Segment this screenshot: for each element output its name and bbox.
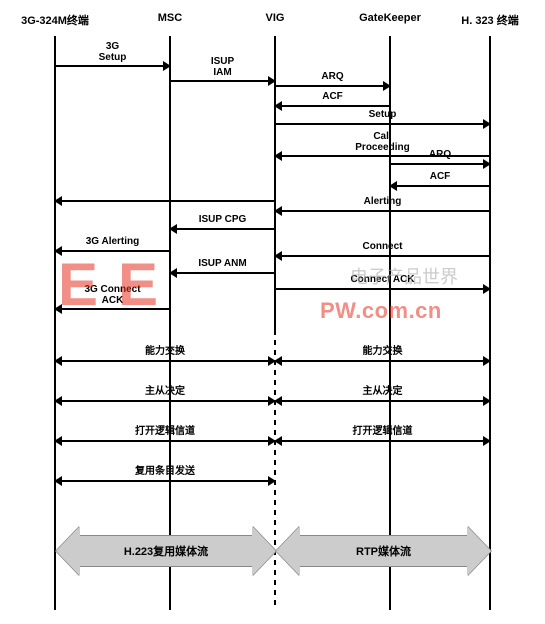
actor-label-a0: 3G-324M终端 [21, 12, 89, 28]
message-line-17 [275, 360, 490, 362]
media-arrow-0: H.223复用媒体流 [79, 535, 253, 567]
message-line-2 [275, 85, 390, 87]
message-line-22 [55, 480, 275, 482]
message-label-13: ISUP ANM [198, 258, 246, 269]
message-label-21: 打开逻辑信道 [353, 426, 413, 437]
message-line-3 [275, 105, 390, 107]
message-label-1: ISUPIAM [211, 56, 234, 78]
message-line-4 [275, 123, 490, 125]
message-line-8 [55, 200, 275, 202]
media-arrow-1: RTP媒体流 [299, 535, 468, 567]
message-label-12: Connect [363, 241, 403, 252]
message-line-9 [275, 210, 490, 212]
message-line-6 [390, 163, 490, 165]
message-line-7 [390, 185, 490, 187]
message-line-19 [275, 400, 490, 402]
watermark-gray-text: 电子产品世界 [350, 263, 458, 289]
lifeline-a0 [54, 36, 56, 610]
message-label-16: 能力交换 [145, 346, 185, 357]
message-label-22: 复用条目发送 [135, 466, 195, 477]
message-label-9: Alerting [364, 196, 402, 207]
watermark-url: PW.com.cn [320, 298, 442, 324]
actor-label-a1: MSC [158, 12, 182, 24]
actor-label-a2: VIG [266, 12, 285, 24]
message-line-13 [170, 272, 275, 274]
watermark-e-0: E [58, 250, 98, 319]
message-line-20 [55, 440, 275, 442]
lifeline-a1 [169, 36, 171, 610]
actor-label-a3: GateKeeper [359, 12, 421, 24]
sequence-diagram: 3G-324M终端 MSC VIG GateKeeper H. 323 终端 3GSetu… [0, 0, 545, 624]
message-label-3: ACF [322, 91, 343, 102]
message-label-11: 3G Alerting [86, 236, 140, 247]
message-label-5: CallProceeding [355, 131, 409, 153]
message-line-0 [55, 65, 170, 67]
message-line-10 [170, 228, 275, 230]
message-line-1 [170, 80, 275, 82]
message-line-18 [55, 400, 275, 402]
message-label-6: ARQ [429, 149, 451, 160]
watermark-e-1: E [118, 250, 158, 319]
message-label-19: 主从决定 [363, 386, 403, 397]
message-label-20: 打开逻辑信道 [135, 426, 195, 437]
message-label-17: 能力交换 [363, 346, 403, 357]
message-label-0: 3GSetup [99, 41, 127, 63]
message-line-21 [275, 440, 490, 442]
message-label-2: ARQ [321, 71, 343, 82]
message-label-4: Setup [369, 109, 397, 120]
actor-label-a4: H. 323 终端 [461, 12, 518, 28]
message-line-16 [55, 360, 275, 362]
message-label-7: ACF [430, 171, 451, 182]
message-line-12 [275, 255, 490, 257]
message-label-10: ISUP CPG [199, 214, 247, 225]
message-label-18: 主从决定 [145, 386, 185, 397]
message-line-5 [275, 155, 490, 157]
